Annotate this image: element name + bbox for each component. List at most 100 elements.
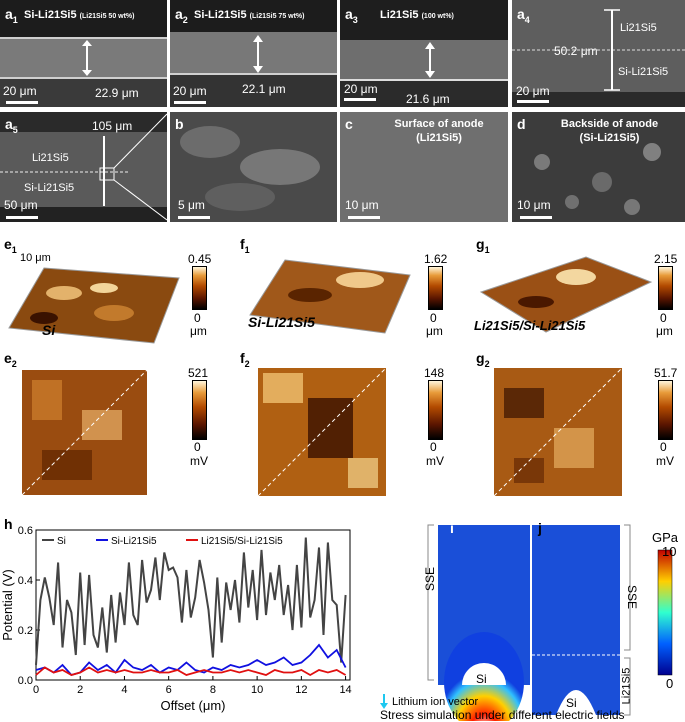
thickness-label: 50.2 μm: [554, 44, 598, 58]
scale-label: 5 μm: [178, 198, 205, 212]
panel-label-f1: f1: [240, 236, 250, 255]
sem-texture: [0, 112, 167, 222]
sem-texture: [512, 0, 685, 107]
colorbar-min: 0: [430, 311, 437, 325]
colorbar-unit: μm: [426, 324, 443, 338]
panel-label-e1: e1: [4, 236, 17, 255]
scale-bar: [348, 216, 380, 219]
scale-bar: [6, 216, 38, 219]
layer-label-top: Li21Si5: [620, 22, 657, 34]
afm-3d-li21si5-si-li21si5: [479, 256, 653, 333]
afm-3d-si-li21si5: [249, 259, 411, 334]
legend-label-1: Si-Li21Si5: [111, 536, 157, 547]
sem-texture: [180, 126, 320, 211]
colorbar-max: 10: [662, 544, 677, 559]
colorbar: [658, 266, 673, 310]
layer-label-bottom: Si-Li21Si5: [618, 66, 669, 78]
panel-label: a5: [5, 116, 18, 135]
panel-title-line2: (Li21Si5): [416, 132, 462, 144]
panel-label: b: [175, 116, 184, 132]
scale-bar: [344, 98, 376, 101]
colorbar-unit: μm: [656, 324, 673, 338]
sem-panel-a1: a1 Si-Li21Si5 (Li21Si5 50 wt%) 22.9 μm 2…: [0, 0, 167, 107]
sem-panel-a3: a3 Li21Si5 (100 wt%) 21.6 μm 20 μm: [340, 0, 508, 107]
colorbar-min: 0: [430, 440, 437, 454]
colorbar-max: 2.15: [654, 252, 678, 266]
y-tick-label: 0.6: [18, 525, 33, 537]
sem-panel-a2: a2 Si-Li21Si5 (Li21Si5 75 wt%) 22.1 μm 2…: [170, 0, 337, 107]
scale-bar: [174, 101, 206, 104]
colorbar-min: 0: [194, 440, 201, 454]
panel-label-g1: g1: [476, 236, 490, 255]
kpfm-map-li21si5-si-li21si5: [494, 368, 622, 496]
scale-label: 20 μm: [344, 82, 378, 96]
scale-bar: [520, 216, 552, 219]
sem-texture: [0, 0, 167, 107]
afm-sample-label: Si-Li21Si5: [248, 314, 315, 330]
scale-bar: [517, 100, 549, 103]
x-tick-label: 4: [121, 684, 127, 696]
colorbar-min: 0: [666, 676, 674, 691]
scale-label: 50 μm: [4, 198, 38, 212]
scale-bar: [6, 101, 38, 104]
panel-title-line1: Surface of anode: [394, 118, 484, 130]
sem-texture: [534, 143, 661, 215]
colorbar-min: 0: [660, 440, 667, 454]
region-label-sse: SSE: [423, 566, 438, 592]
colorbar-max: 148: [424, 366, 445, 380]
afm-sample-label: Li21Si5/Si-Li21Si5: [474, 318, 586, 333]
y-tick-label: 0.4: [18, 575, 33, 587]
panel-label: a1: [5, 6, 18, 25]
layer-label-top: Li21Si5: [32, 152, 69, 164]
colorbar-max: 51.7: [654, 366, 678, 380]
potential-line-chart: 0 2 4 6 8 10 12 14 0.0 0.2 0.4 0.6 Offset (μm) Potent…: [0, 525, 352, 713]
kpfm-map-si-li21si5: [258, 368, 386, 496]
panel-label: a3: [345, 6, 358, 25]
x-tick-label: 10: [251, 684, 263, 696]
scale-label: 20 μm: [3, 84, 37, 98]
colorbar: [428, 266, 443, 310]
kpfm-map-si: [22, 370, 147, 495]
x-tick-label: 0: [33, 684, 39, 696]
x-tick-label: 8: [210, 684, 216, 696]
stress-simulation: [380, 524, 673, 721]
colorbar-unit: mV: [656, 454, 674, 468]
panel-title: Li21Si5 (100 wt%): [380, 9, 454, 21]
thickness-label: 22.1 μm: [242, 82, 286, 96]
colorbar-unit: mV: [190, 454, 208, 468]
y-axis-label: Potential (V): [0, 569, 15, 641]
particle-label: Si: [566, 696, 577, 710]
panel-title: Si-Li21Si5 (Li21Si5 50 wt%): [24, 9, 135, 21]
thickness-label: 105 μm: [92, 119, 133, 133]
legend-lithium-ion-vector: Lithium ion vector: [392, 696, 479, 708]
series-line-1: [35, 643, 347, 677]
sem-panel-c: c Surface of anode (Li21Si5) 10 μm: [340, 112, 508, 222]
sem-panel-b: b 5 μm: [170, 112, 337, 222]
colorbar-unit: μm: [190, 324, 207, 338]
panel-label-f2: f2: [240, 350, 250, 369]
panel-label-i: i: [450, 520, 454, 536]
panel-label-g2: g2: [476, 350, 490, 369]
region-label-li21si5: Li21Si5: [620, 667, 633, 705]
sem-texture: [170, 0, 337, 107]
region-label-sse: SSE: [625, 584, 640, 610]
thickness-label: 21.6 μm: [406, 92, 450, 106]
colorbar: [192, 380, 207, 440]
panel-label-e2: e2: [4, 350, 17, 369]
panel-label: c: [345, 116, 353, 132]
colorbar: [192, 266, 207, 310]
colorbar-max: 1.62: [424, 252, 448, 266]
colorbar-unit: mV: [426, 454, 444, 468]
colorbar: [428, 380, 443, 440]
panel-label-h: h: [4, 516, 13, 532]
x-tick-label: 14: [339, 684, 351, 696]
series-line-2: [35, 666, 347, 677]
colorbar-max: 521: [188, 366, 209, 380]
sem-panel-a4: a4 50.2 μm Li21Si5 Si-Li21Si5 20 μm: [512, 0, 685, 107]
colorbar-min: 0: [194, 311, 201, 325]
x-tick-label: 12: [295, 684, 307, 696]
layer-label-bottom: Si-Li21Si5: [24, 182, 75, 194]
scale-bar: [178, 216, 210, 219]
panel-title-line2: (Si-Li21Si5): [579, 132, 640, 144]
y-tick-label: 0.0: [18, 675, 33, 687]
